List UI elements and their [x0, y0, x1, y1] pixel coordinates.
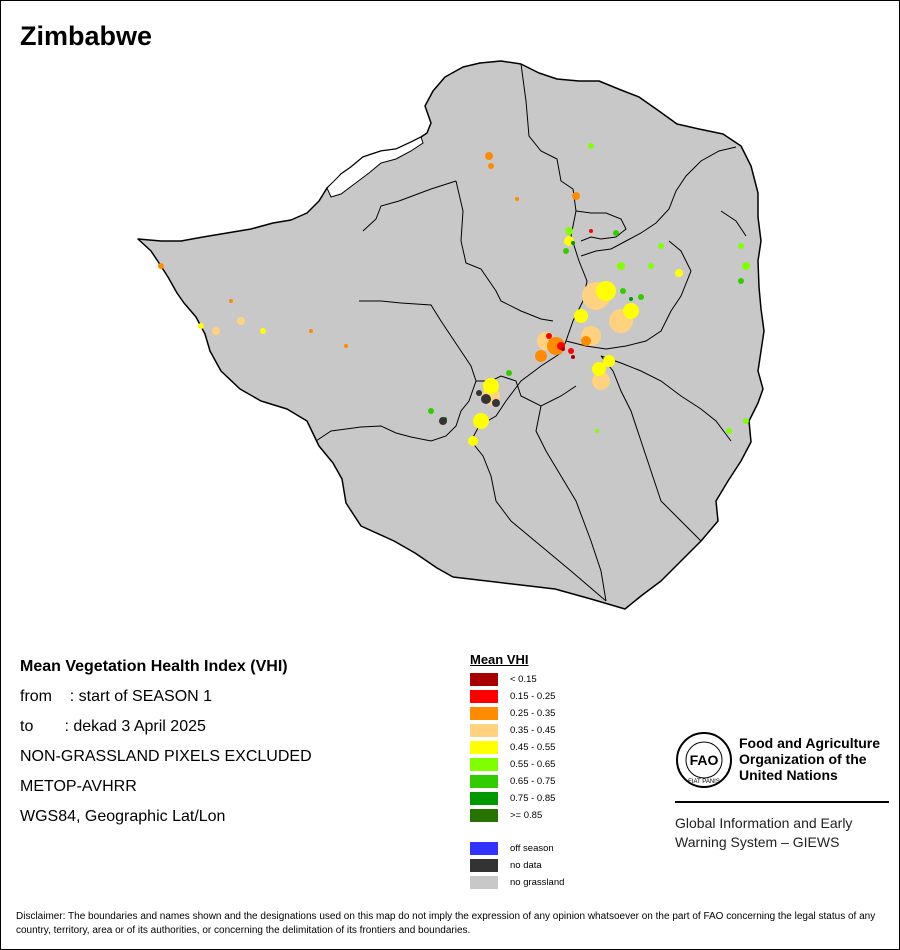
info-heading: Mean Vegetation Health Index (VHI): [20, 658, 288, 675]
legend-title: Mean VHI: [470, 652, 529, 667]
zimbabwe-map: [137, 60, 765, 610]
legend-extra: off season no data no grassland: [470, 840, 564, 891]
legend-class-swatch: [470, 673, 498, 686]
legend-class-label: 0.75 - 0.85: [510, 793, 556, 804]
fao-divider: [675, 801, 889, 803]
legend-class-label: < 0.15: [510, 674, 537, 685]
legend-class-row: 0.25 - 0.35: [470, 705, 564, 722]
fao-logo-letters: FAO: [690, 752, 719, 768]
info-exclusion: NON-GRASSLAND PIXELS EXCLUDED: [20, 748, 312, 765]
lake-kariba: [326, 136, 424, 198]
info-from: from : start of SEASON 1: [20, 688, 213, 705]
legend-extra-swatch: [470, 842, 498, 855]
legend-class-row: 0.45 - 0.55: [470, 739, 564, 756]
country-outline: [137, 60, 765, 610]
legend-class-label: 0.35 - 0.45: [510, 725, 556, 736]
legend-class-swatch: [470, 707, 498, 720]
legend-class-label: 0.45 - 0.55: [510, 742, 556, 753]
legend-extra-swatch: [470, 859, 498, 872]
province-boundaries: [315, 63, 747, 602]
info-projection: WGS84, Geographic Lat/Lon: [20, 808, 226, 825]
legend-class-swatch: [470, 741, 498, 754]
legend-class-label: 0.15 - 0.25: [510, 691, 556, 702]
legend-extra-row: off season: [470, 840, 564, 857]
fao-logo-motto: FIAT PANIS: [688, 779, 720, 785]
legend-class-row: 0.65 - 0.75: [470, 773, 564, 790]
legend-class-swatch: [470, 724, 498, 737]
legend-classes: < 0.15 0.15 - 0.25 0.25 - 0.35 0.35 - 0.45 0…: [470, 671, 564, 824]
legend-class-swatch: [470, 809, 498, 822]
legend-class-row: >= 0.85: [470, 807, 564, 824]
legend-class-label: >= 0.85: [510, 810, 543, 821]
legend-class-row: 0.75 - 0.85: [470, 790, 564, 807]
legend-extra-label: no data: [510, 860, 542, 871]
legend-class-row: 0.35 - 0.45: [470, 722, 564, 739]
legend-class-row: < 0.15: [470, 671, 564, 688]
legend-class-swatch: [470, 758, 498, 771]
fao-name: Food and Agriculture Organization of the…: [739, 735, 881, 783]
legend-class-swatch: [470, 775, 498, 788]
giews-name: Global Information and Early Warning Sys…: [675, 815, 853, 850]
fao-logo: FAO FIAT PANIS: [676, 732, 732, 788]
legend-class-label: 0.25 - 0.35: [510, 708, 556, 719]
info-to: to : dekad 3 April 2025: [20, 718, 206, 735]
legend-extra-row: no grassland: [470, 874, 564, 891]
disclaimer: Disclaimer: The boundaries and names sho…: [16, 911, 876, 936]
info-sensor: METOP-AVHRR: [20, 778, 137, 795]
legend-extra-swatch: [470, 876, 498, 889]
legend-class-row: 0.15 - 0.25: [470, 688, 564, 705]
map-info-block: Mean Vegetation Health Index (VHI) from …: [20, 657, 312, 837]
vhi-clusters: [158, 143, 750, 446]
legend-class-label: 0.55 - 0.65: [510, 759, 556, 770]
legend-extra-label: no grassland: [510, 877, 565, 888]
vhi-legend: Mean VHI < 0.15 0.15 - 0.25 0.25 - 0.35 0.3…: [470, 652, 564, 891]
legend-class-swatch: [470, 792, 498, 805]
legend-class-row: 0.55 - 0.65: [470, 756, 564, 773]
legend-extra-label: off season: [510, 843, 554, 854]
legend-class-swatch: [470, 690, 498, 703]
legend-extra-row: no data: [470, 857, 564, 874]
map-title: Zimbabwe: [20, 21, 153, 51]
legend-class-label: 0.65 - 0.75: [510, 776, 556, 787]
